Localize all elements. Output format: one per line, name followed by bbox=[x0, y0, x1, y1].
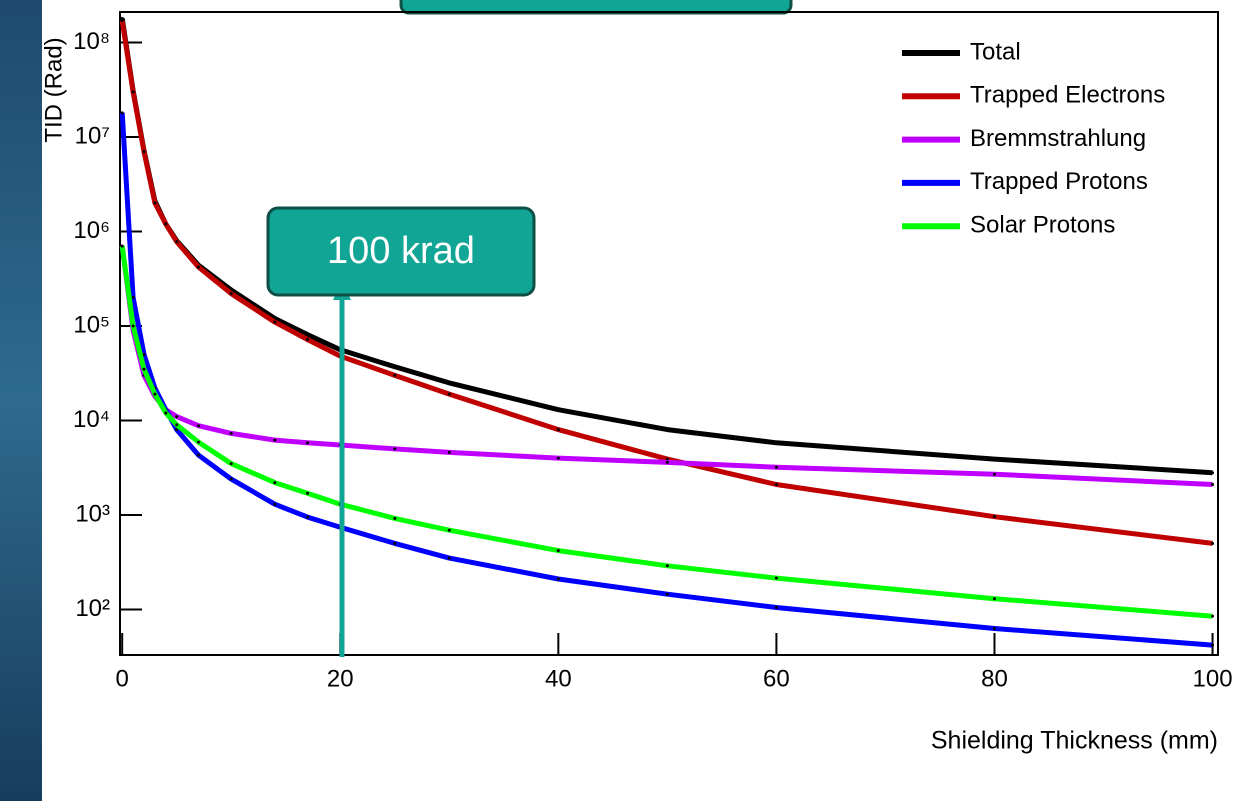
x-tick-label: 100 bbox=[1193, 665, 1233, 692]
data-point bbox=[1211, 615, 1214, 618]
y-tick-label: 10⁷ bbox=[75, 122, 110, 149]
data-point bbox=[666, 461, 669, 464]
data-point bbox=[175, 240, 178, 243]
data-point bbox=[306, 441, 309, 444]
data-point bbox=[306, 492, 309, 495]
data-point bbox=[557, 549, 560, 552]
data-point bbox=[993, 458, 996, 461]
data-point bbox=[557, 457, 560, 460]
data-point bbox=[1211, 644, 1214, 647]
data-point bbox=[230, 462, 233, 465]
y-tick-label: 10² bbox=[75, 595, 110, 622]
data-point bbox=[273, 481, 276, 484]
data-point bbox=[153, 393, 156, 396]
data-point bbox=[557, 428, 560, 431]
background-strip bbox=[0, 0, 42, 801]
data-point bbox=[393, 365, 396, 368]
data-point bbox=[273, 439, 276, 442]
data-point bbox=[132, 324, 135, 327]
data-point bbox=[132, 296, 135, 299]
data-point bbox=[775, 483, 778, 486]
x-tick-label: 80 bbox=[981, 665, 1008, 692]
data-point bbox=[557, 578, 560, 581]
y-axis-label: TID (Rad) bbox=[40, 37, 67, 142]
data-point bbox=[448, 381, 451, 384]
data-point bbox=[175, 415, 178, 418]
y-tick-label: 10⁴ bbox=[73, 406, 110, 433]
data-point bbox=[448, 557, 451, 560]
data-point bbox=[993, 627, 996, 630]
data-point bbox=[121, 245, 124, 248]
legend: Total Trapped Electrons Bremmstrahlung Trap… bbox=[902, 38, 1165, 238]
data-point bbox=[121, 111, 124, 114]
y-tick-label: 10⁸ bbox=[73, 28, 110, 55]
data-point bbox=[142, 368, 145, 371]
data-point bbox=[666, 593, 669, 596]
y-tick-label: 10³ bbox=[75, 500, 110, 527]
data-point bbox=[775, 441, 778, 444]
data-point bbox=[1211, 542, 1214, 545]
x-tick-label: 40 bbox=[545, 665, 572, 692]
legend-label: Trapped Protons bbox=[970, 168, 1148, 195]
data-point bbox=[393, 374, 396, 377]
annotation-text: 100 krad bbox=[327, 230, 475, 272]
data-point bbox=[175, 423, 178, 426]
data-point bbox=[197, 441, 200, 444]
y-tick-label: 10⁵ bbox=[73, 311, 110, 338]
data-point bbox=[448, 393, 451, 396]
x-axis-label: Shielding Thickness (mm) bbox=[931, 727, 1218, 755]
data-point bbox=[993, 515, 996, 518]
x-tick-label: 60 bbox=[763, 665, 790, 692]
data-point bbox=[306, 338, 309, 341]
data-point bbox=[666, 428, 669, 431]
x-tick-label: 20 bbox=[327, 665, 354, 692]
legend-label: Trapped Electrons bbox=[970, 82, 1165, 109]
data-point bbox=[775, 606, 778, 609]
legend-label: Solar Protons bbox=[970, 212, 1115, 239]
data-point bbox=[666, 564, 669, 567]
data-point bbox=[1211, 471, 1214, 474]
data-point bbox=[230, 432, 233, 435]
data-point bbox=[153, 202, 156, 205]
data-point bbox=[306, 516, 309, 519]
data-point bbox=[164, 222, 167, 225]
data-point bbox=[164, 411, 167, 414]
data-point bbox=[197, 266, 200, 269]
data-point bbox=[775, 577, 778, 580]
data-point bbox=[393, 447, 396, 450]
data-point bbox=[230, 292, 233, 295]
data-point bbox=[197, 454, 200, 457]
chart: TID (Rad) Shielding Thickness (mm) 10²10… bbox=[0, 0, 1240, 801]
data-point bbox=[230, 478, 233, 481]
legend-label: Bremmstrahlung bbox=[970, 125, 1146, 152]
data-point bbox=[306, 333, 309, 336]
x-tick-label: 0 bbox=[116, 665, 129, 692]
data-point bbox=[1211, 483, 1214, 486]
data-point bbox=[448, 451, 451, 454]
data-point bbox=[132, 90, 135, 93]
data-point bbox=[393, 517, 396, 520]
data-point bbox=[142, 150, 145, 153]
data-point bbox=[197, 424, 200, 427]
data-point bbox=[993, 597, 996, 600]
legend-label: Total bbox=[970, 38, 1021, 65]
data-point bbox=[993, 473, 996, 476]
plot-area: 10² 10³ 10⁴ 10⁵ 10⁶ 10⁷ 10⁸ 0 20 40 60 80 100 bbox=[73, 17, 1233, 693]
data-point bbox=[775, 466, 778, 469]
y-tick-label: 10⁶ bbox=[73, 217, 110, 244]
data-point bbox=[273, 321, 276, 324]
data-point bbox=[557, 408, 560, 411]
data-point bbox=[448, 529, 451, 532]
data-point bbox=[273, 503, 276, 506]
data-point bbox=[393, 542, 396, 545]
data-point bbox=[121, 19, 124, 22]
